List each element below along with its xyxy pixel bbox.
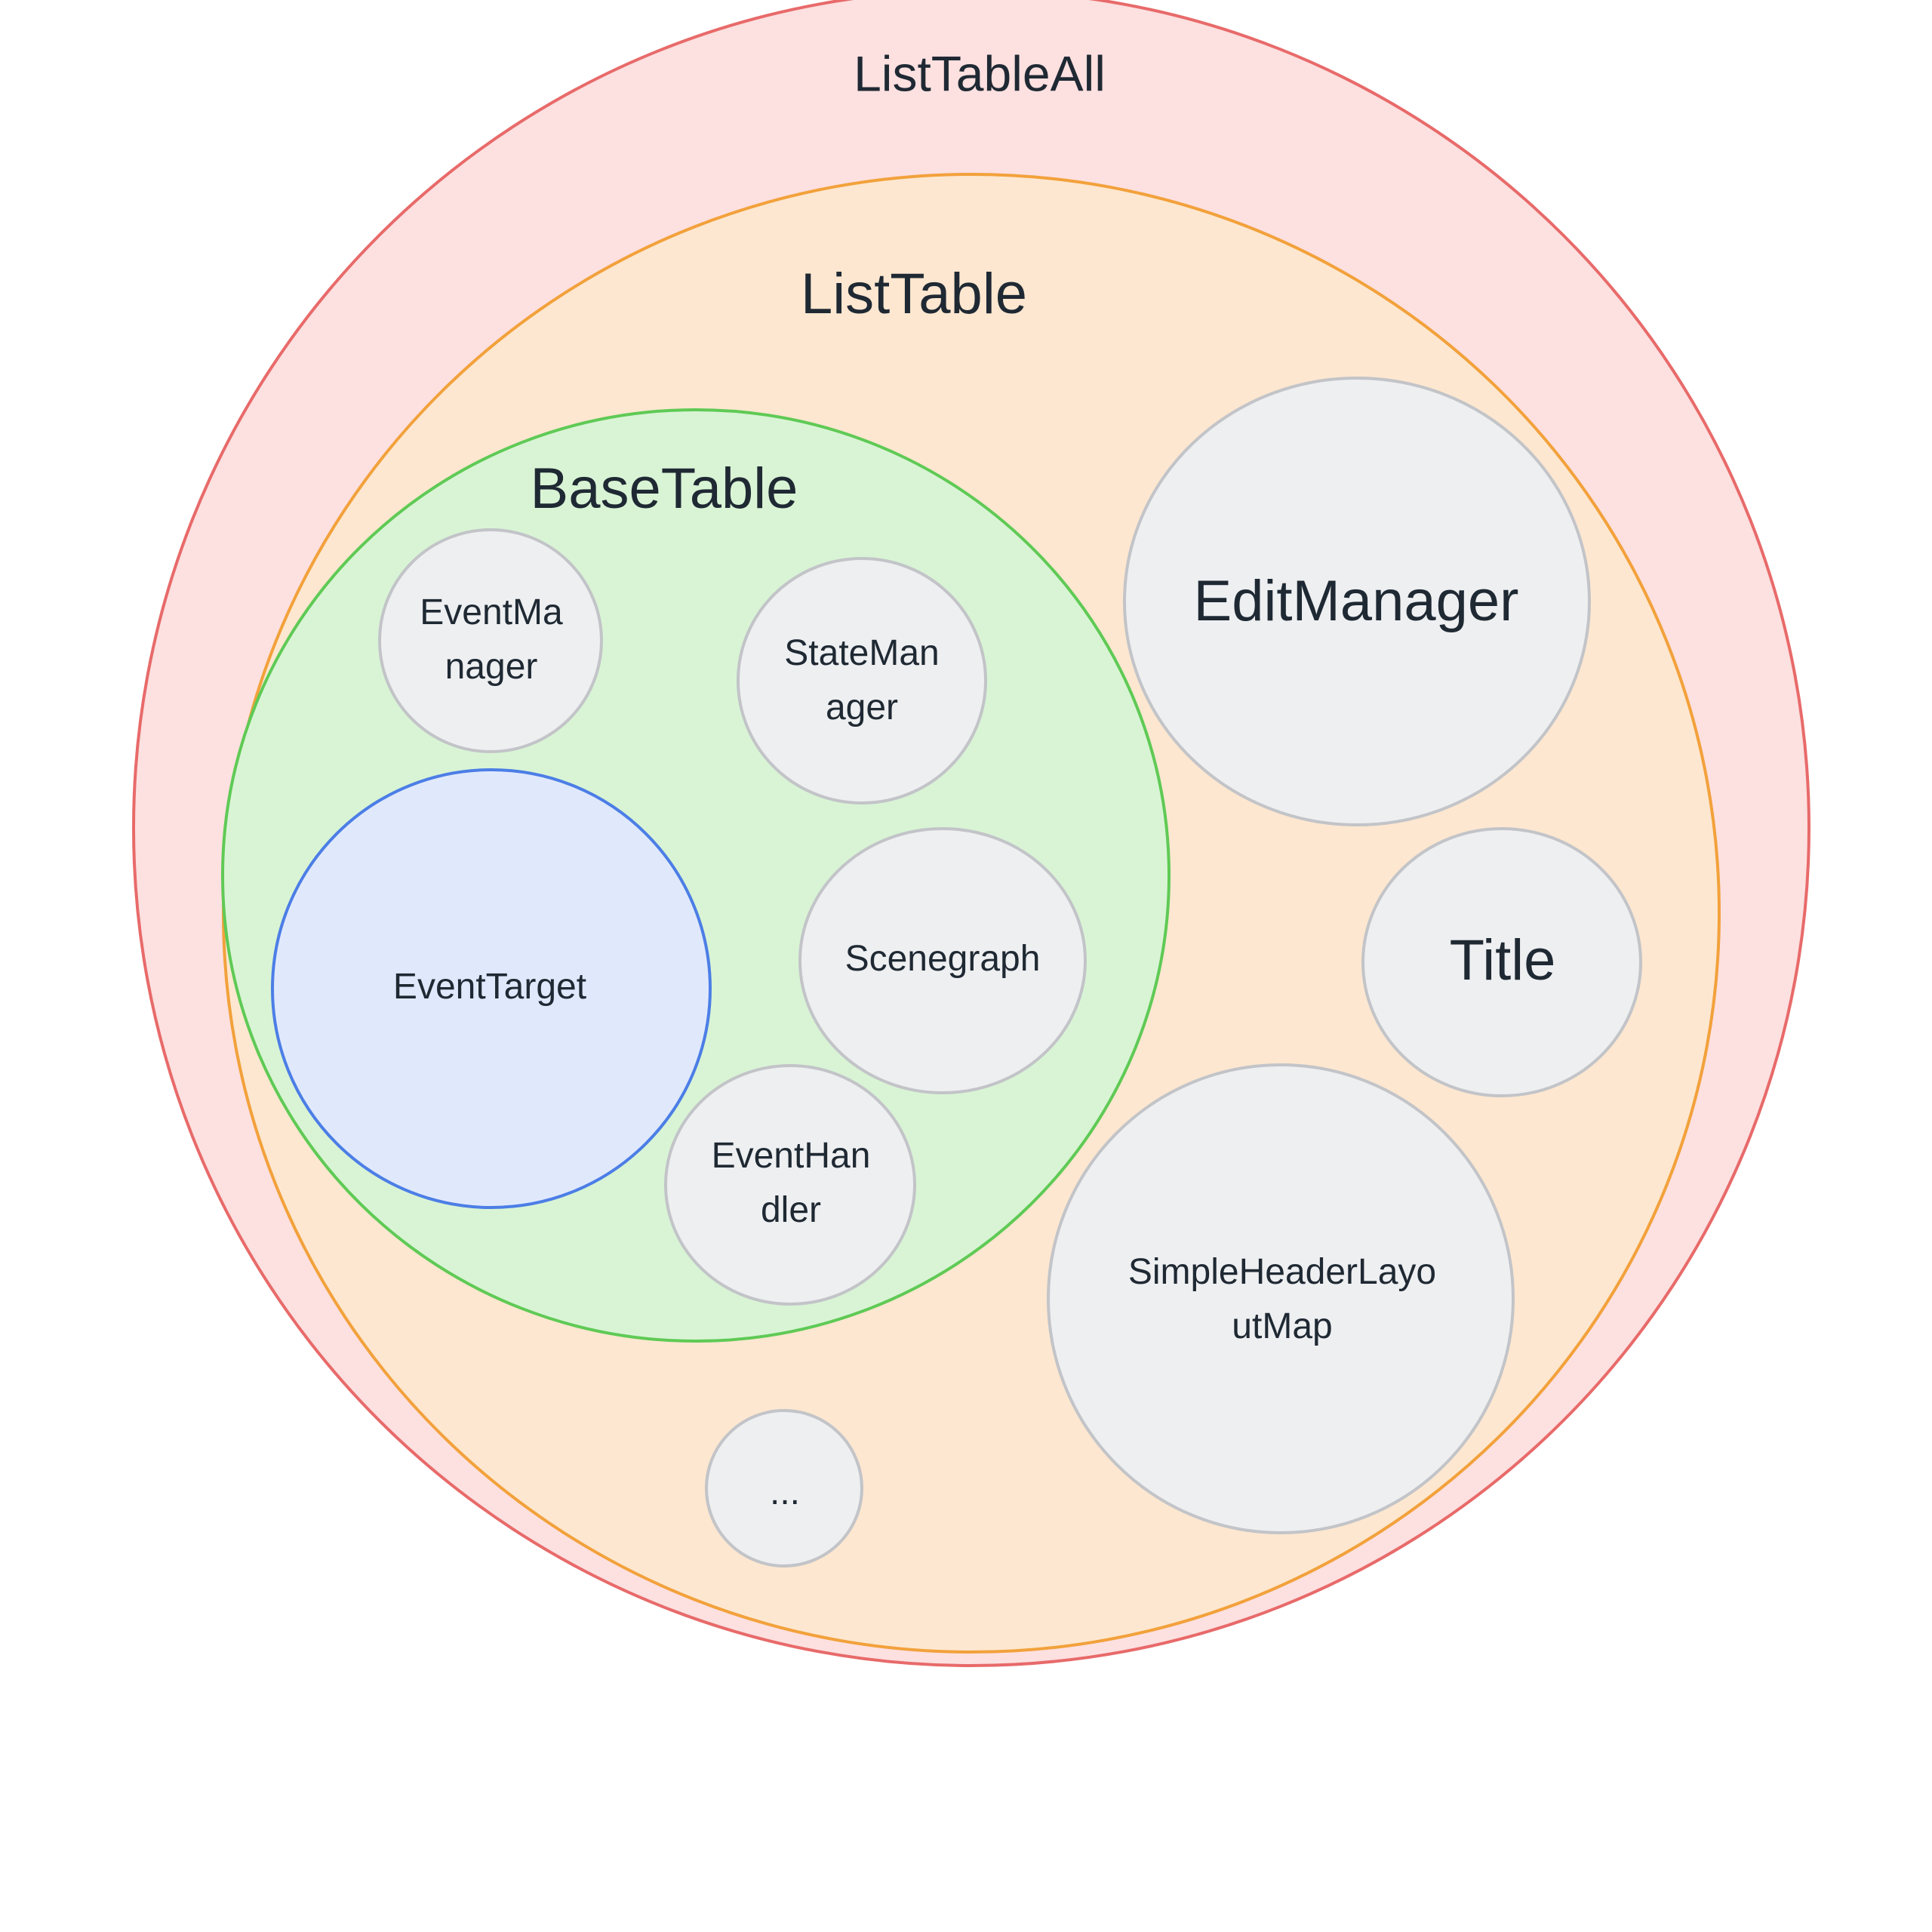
edit-manager-label-line: EditManager [1194, 569, 1519, 633]
state-manager-label-line: ager [826, 688, 898, 728]
scenegraph-label-line: Scenegraph [845, 939, 1041, 979]
list-table-label: ListTable [801, 262, 1027, 326]
title-label: Title [1450, 928, 1556, 992]
simple-header-layout-map-node [1047, 1063, 1515, 1534]
event-manager-label-line: EventMa [420, 592, 563, 632]
scenegraph-node [798, 827, 1087, 1094]
ellipsis-node [705, 1409, 863, 1567]
edit-manager-label: EditManager [1194, 569, 1519, 633]
event-handler-label-line: EventHan [712, 1136, 871, 1176]
title-node [1361, 827, 1642, 1097]
event-target-label-line: EventTarget [393, 967, 586, 1007]
state-manager-label-line: StateMan [784, 633, 939, 673]
simple-header-layout-map-label-line: SimpleHeaderLayo [1128, 1252, 1436, 1292]
base-table-label: BaseTable [531, 457, 798, 521]
event-manager-label-line: nager [445, 647, 538, 687]
ellipsis-label-line: ... [770, 1472, 800, 1512]
state-manager-label: StateMan ager [784, 633, 939, 728]
event-manager-node [378, 528, 603, 753]
title-label-line: Title [1450, 928, 1556, 992]
simple-header-layout-map-label-line: utMap [1232, 1306, 1332, 1346]
scenegraph-label: Scenegraph [845, 939, 1041, 979]
event-handler-label-line: dler [761, 1190, 821, 1230]
list-table-all-label: ListTableAll [854, 45, 1106, 101]
simple-header-layout-map-label: SimpleHeaderLayo utMap [1128, 1252, 1436, 1346]
state-manager-node [737, 557, 987, 804]
event-handler-label: EventHan dler [712, 1136, 871, 1230]
event-target-label: EventTarget [393, 967, 586, 1007]
ellipsis-label: ... [770, 1472, 800, 1512]
event-handler-node [664, 1064, 916, 1306]
event-manager-label: EventMa nager [420, 592, 563, 687]
edit-manager-node [1123, 377, 1591, 826]
event-target-node [271, 768, 712, 1209]
